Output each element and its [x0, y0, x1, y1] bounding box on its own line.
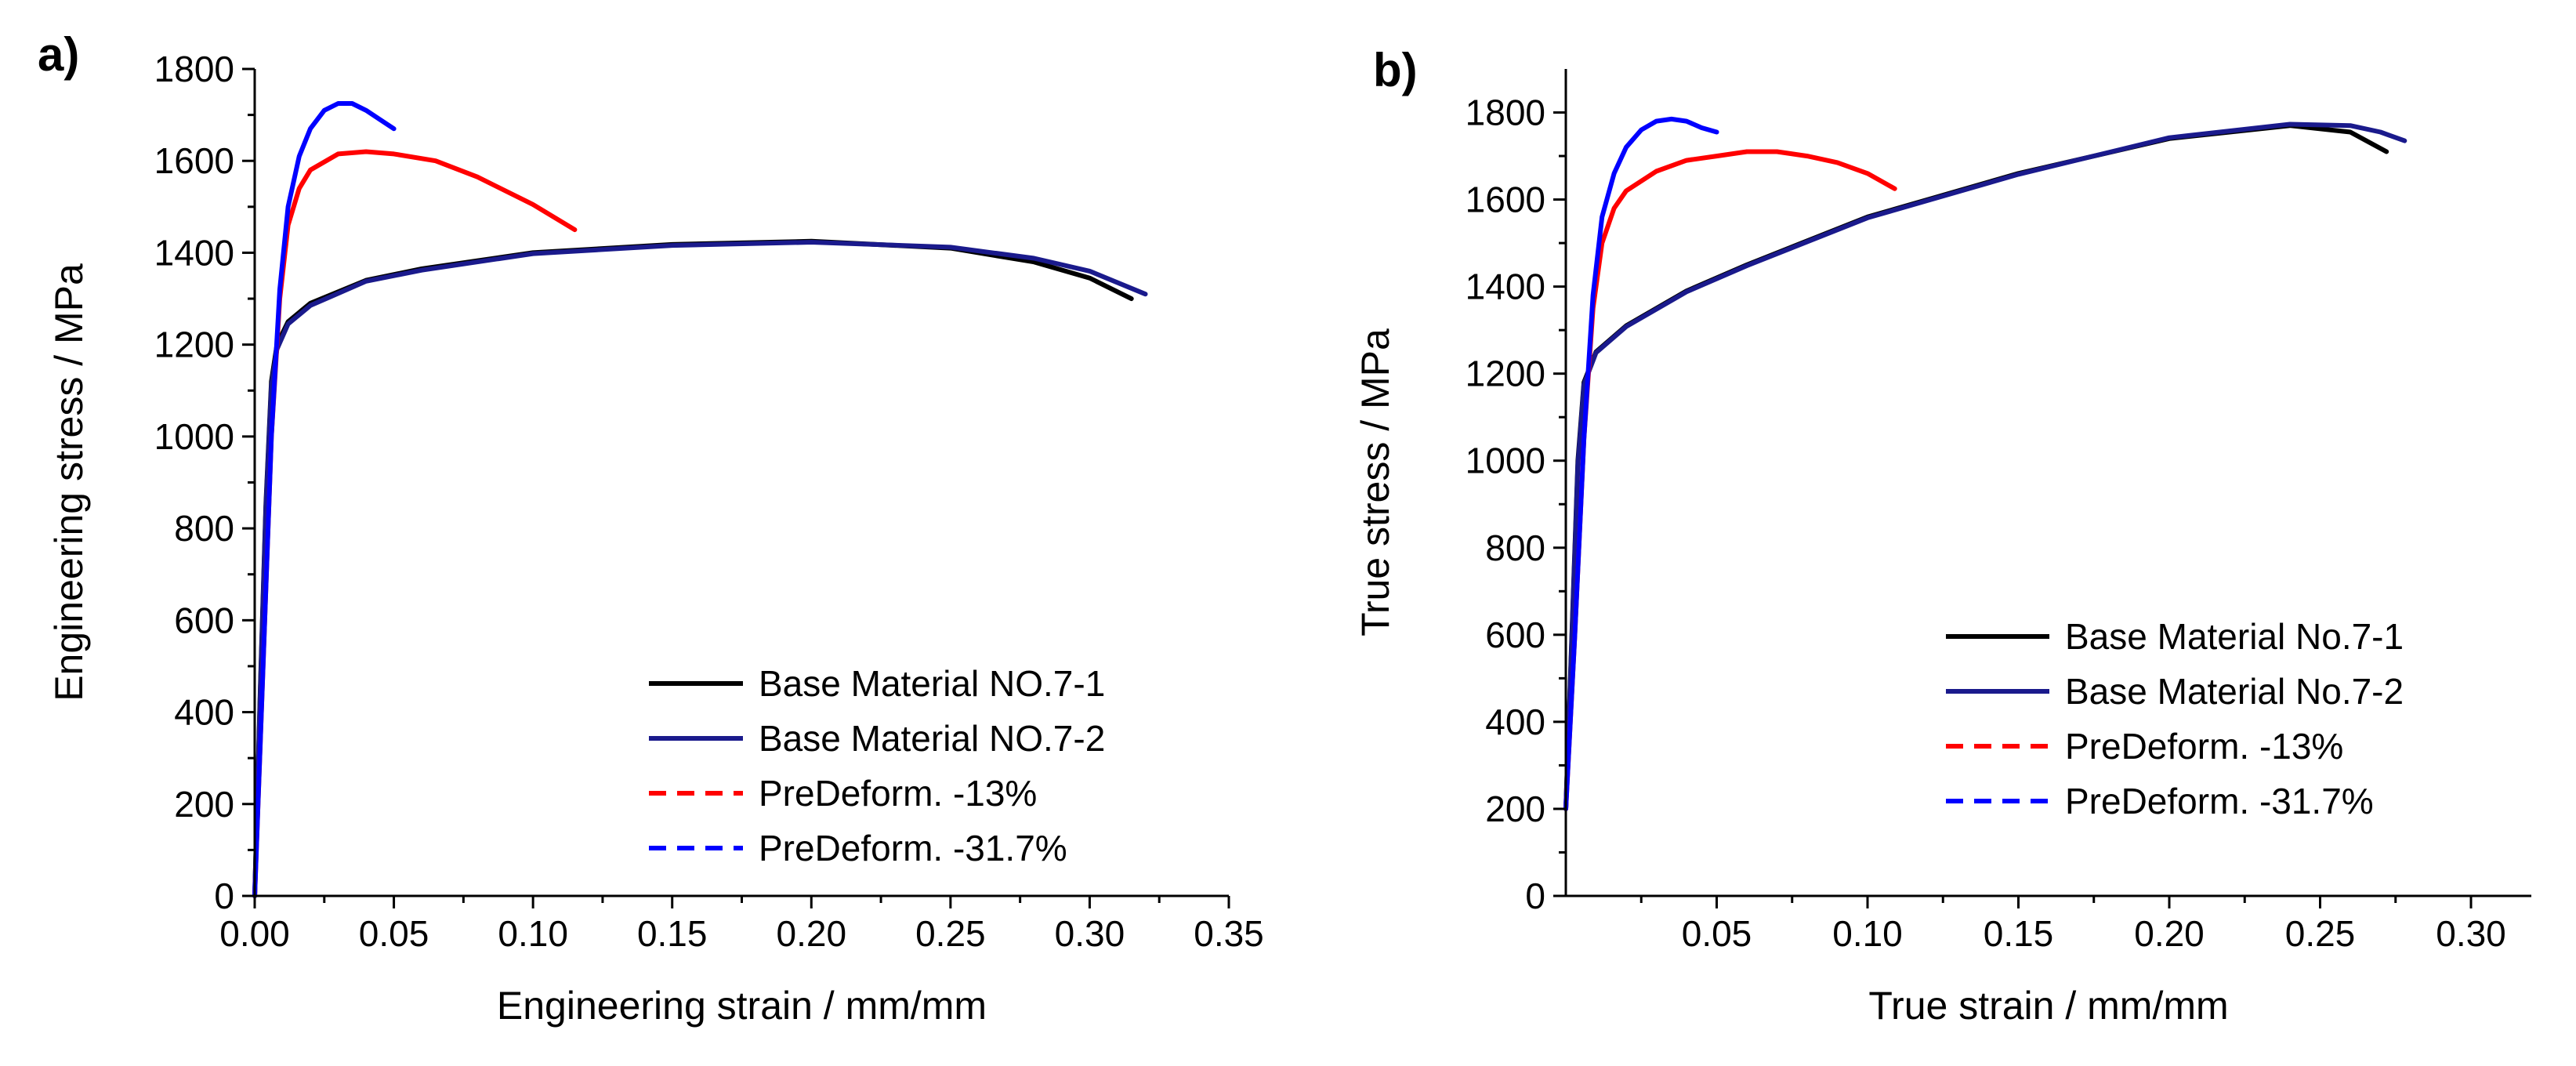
legend-entry-3: PreDeform. -13%: [759, 773, 1037, 814]
y-tick-label: 1600: [154, 140, 234, 181]
y-tick-label: 1000: [154, 416, 234, 457]
y-tick-label: 1000: [1466, 441, 1545, 481]
y-tick-label: 0: [214, 876, 234, 916]
x-tick-label: 0.15: [1984, 913, 2054, 954]
legend-entry-1: Base Material No.7-1: [2065, 616, 2404, 657]
legend-entry-4: PreDeform. -31.7%: [2065, 781, 2374, 821]
x-tick-label: 0.10: [1832, 913, 1903, 954]
y-tick-label: 1200: [154, 325, 234, 365]
y-axis-title: True stress / MPa: [1353, 328, 1397, 636]
y-tick-label: 600: [1485, 615, 1545, 655]
series-line-3: [252, 149, 578, 898]
x-axis-title: True strain / mm/mm: [1868, 984, 2228, 1028]
x-tick-label: 0.30: [2436, 913, 2506, 954]
y-tick-label: 1200: [1466, 354, 1545, 394]
y-tick-label: 1800: [1466, 92, 1545, 133]
series-line-4: [1563, 116, 1719, 811]
y-tick-label: 400: [1485, 702, 1545, 742]
series-line-4: [252, 101, 397, 898]
x-tick-label: 0.25: [915, 913, 986, 954]
x-tick-label: 0.10: [498, 913, 568, 954]
x-tick-label: 0.30: [1055, 913, 1125, 954]
x-tick-label: 0.05: [1682, 913, 1752, 954]
panel-b: 0 200 400 600 800 1000 1200 1400 1600 1800 0.05 0.1…: [1353, 44, 2531, 1028]
y-tick-label: 200: [1485, 789, 1545, 829]
y-tick-label: 600: [174, 600, 234, 640]
y-tick-label: 1400: [1466, 266, 1545, 307]
x-tick-label: 0.05: [359, 913, 429, 954]
x-tick-label: 0.00: [219, 913, 290, 954]
panel-label: b): [1373, 44, 1418, 96]
panel-a: 0 200 400 600 800 1000 1200 1400 1600 1800 0.00 0.0…: [38, 28, 1264, 1028]
y-tick-label: 1600: [1466, 179, 1545, 220]
y-tick-label: 200: [174, 784, 234, 825]
x-tick-label: 0.35: [1194, 913, 1264, 954]
y-tick-label: 1800: [154, 49, 234, 89]
x-tick-label: 0.20: [2134, 913, 2205, 954]
legend-entry-3: PreDeform. -13%: [2065, 726, 2343, 767]
y-axis-title: Engineering stress / MPa: [47, 263, 91, 702]
y-tick-label: 800: [174, 508, 234, 549]
series-line-2: [252, 240, 1148, 898]
series-line-3: [1563, 149, 1897, 811]
y-tick-label: 400: [174, 692, 234, 733]
panel-label: a): [38, 28, 79, 81]
y-tick-label: 800: [1485, 528, 1545, 568]
legend-entry-2: Base Material No.7-2: [2065, 671, 2404, 712]
x-tick-label: 0.25: [2285, 913, 2356, 954]
legend-entry-2: Base Material NO.7-2: [759, 718, 1105, 759]
y-tick-label: 1400: [154, 232, 234, 273]
x-tick-label: 0.15: [637, 913, 708, 954]
x-axis-title: Engineering strain / mm/mm: [497, 984, 987, 1028]
x-tick-label: 0.20: [777, 913, 847, 954]
legend-entry-1: Base Material NO.7-1: [759, 663, 1105, 704]
legend-entry-4: PreDeform. -31.7%: [759, 828, 1067, 868]
series-line-2: [1563, 121, 2408, 811]
y-tick-label: 0: [1525, 876, 1545, 916]
